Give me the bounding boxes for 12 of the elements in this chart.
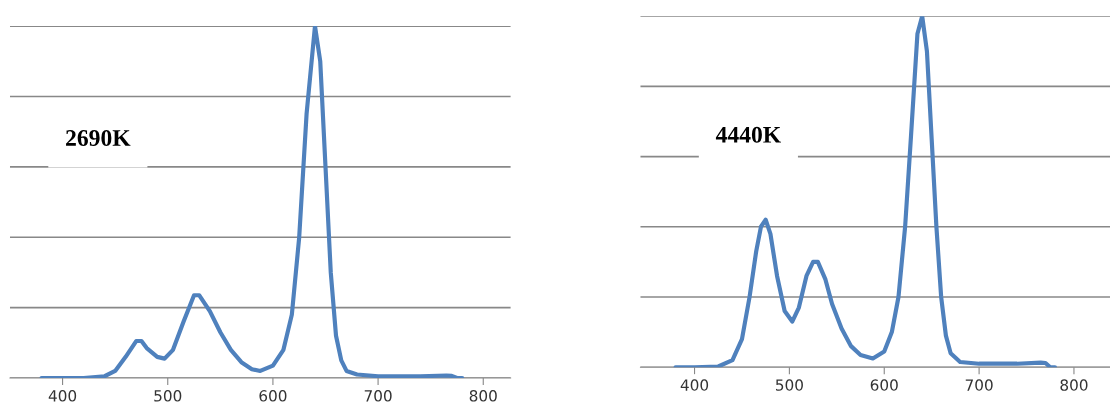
x-tick-label: 600: [870, 379, 898, 391]
annotation: 4440K: [715, 126, 781, 143]
x-tick-label: 800: [469, 390, 497, 402]
annotation: 2690K: [66, 130, 131, 146]
x-tick-label: 800: [1060, 379, 1088, 391]
x-tick-label: 700: [965, 379, 993, 391]
x-tick-label: 500: [775, 379, 803, 391]
x-tick-label: 400: [48, 390, 77, 402]
x-tick-label: 400: [680, 379, 709, 391]
x-tick-label: 600: [259, 390, 287, 402]
x-tick-label: 700: [364, 390, 392, 402]
x-tick-label: 500: [154, 390, 182, 402]
